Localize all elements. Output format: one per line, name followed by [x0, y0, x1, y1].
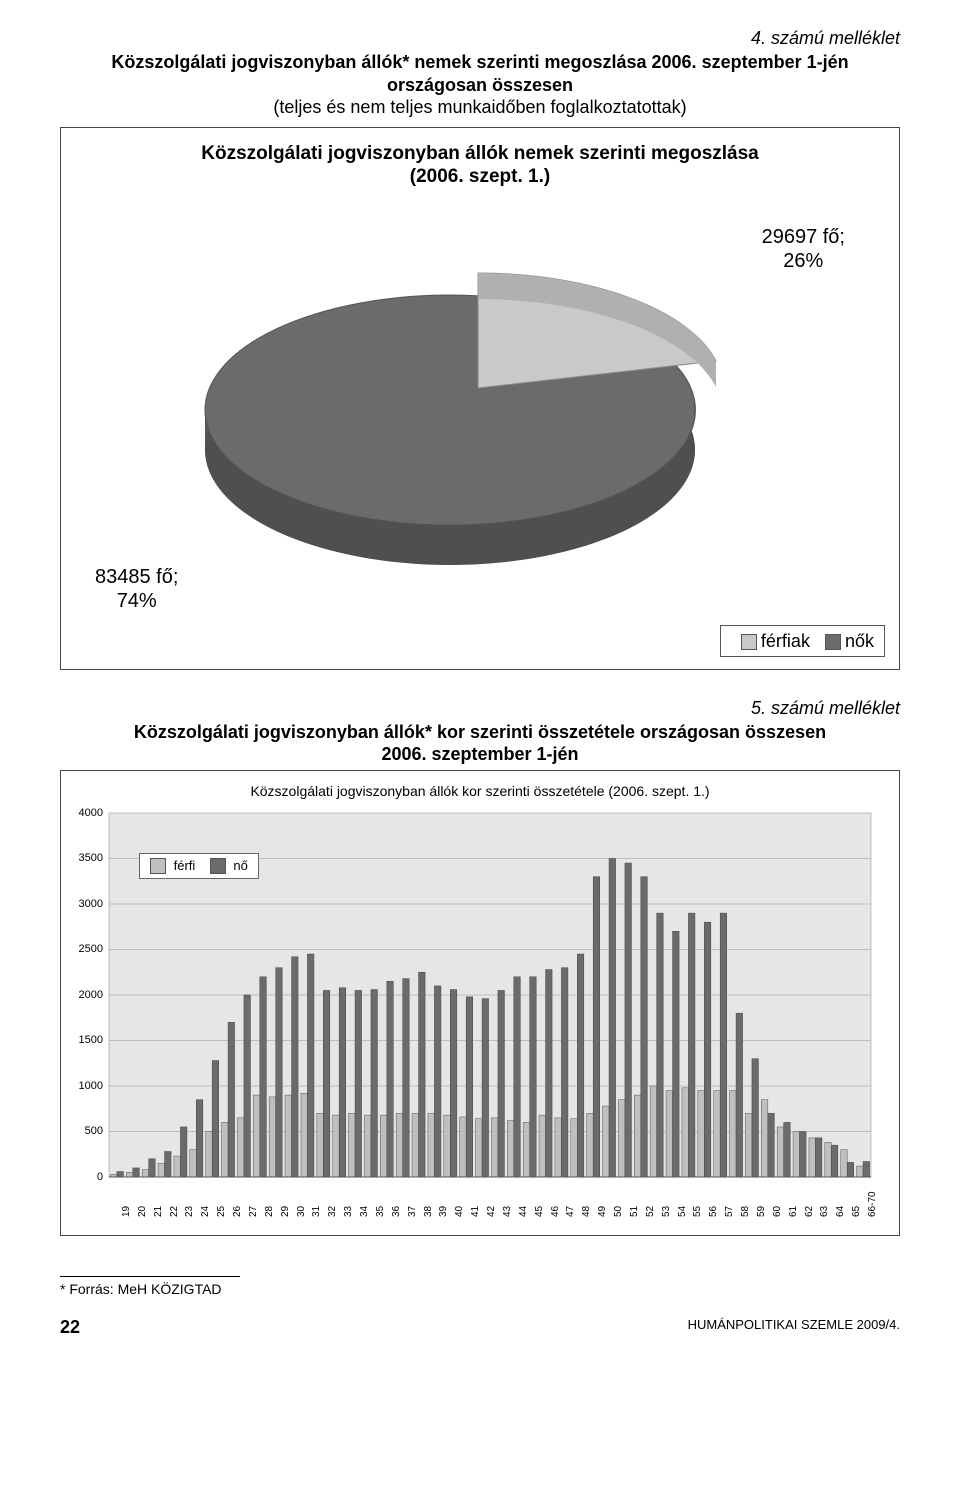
- y-tick-label: 3000: [69, 898, 103, 910]
- x-tick-label: 49: [597, 1206, 608, 1217]
- x-tick-label: 20: [137, 1206, 148, 1217]
- y-tick-label: 3500: [69, 852, 103, 864]
- y-tick-label: 0: [69, 1171, 103, 1183]
- x-tick-label: 56: [708, 1206, 719, 1217]
- pie-slice1-l1: 29697 fő;: [762, 226, 845, 248]
- page-number: 22: [60, 1317, 80, 1338]
- bar-chart-frame: Közszolgálati jogviszonyban állók kor sz…: [60, 770, 900, 1236]
- footer: 22 HUMÁNPOLITIKAI SZEMLE 2009/4.: [60, 1317, 900, 1338]
- x-tick-label: 60: [772, 1206, 783, 1217]
- x-tick-label: 21: [153, 1206, 164, 1217]
- x-tick-label: 59: [756, 1206, 767, 1217]
- x-tick-label: 23: [184, 1206, 195, 1217]
- x-tick-label: 44: [518, 1206, 529, 1217]
- pie-slice1-l2: 26%: [783, 250, 823, 272]
- page: 4. számú melléklet Közszolgálati jogvisz…: [0, 0, 960, 1348]
- x-tick-label: 34: [359, 1206, 370, 1217]
- x-tick-label: 42: [486, 1206, 497, 1217]
- x-tick-label: 47: [565, 1206, 576, 1217]
- footnote-source: * Forrás: MeH KÖZIGTAD: [60, 1276, 240, 1297]
- bar-legend: férfi nő: [139, 853, 259, 880]
- heading-2-line1: Közszolgálati jogviszonyban állók* kor s…: [60, 721, 900, 744]
- x-tick-label: 43: [502, 1206, 513, 1217]
- x-tick-label: 30: [296, 1206, 307, 1217]
- x-tick-label: 31: [311, 1206, 322, 1217]
- x-tick-label: 29: [280, 1206, 291, 1217]
- pie-slice2-l2: 74%: [117, 590, 157, 612]
- pie-legend-row: férfiak nők: [75, 625, 885, 657]
- pie-slice2-label: 83485 fő; 74%: [95, 565, 178, 613]
- heading-1-sub: (teljes és nem teljes munkaidőben foglal…: [60, 96, 900, 119]
- pie-title-line1: Közszolgálati jogviszonyban állók nemek …: [201, 143, 759, 164]
- annex-label-2: 5. számú melléklet: [60, 698, 900, 719]
- x-tick-label: 40: [454, 1206, 465, 1217]
- x-tick-label: 61: [788, 1206, 799, 1217]
- x-tick-label: 38: [423, 1206, 434, 1217]
- x-axis-labels: 19 20 21 22 23 24 25 26 27 28 29 30 31 32 33 34 35 36 37 38…: [109, 1185, 871, 1229]
- x-tick-label: 35: [375, 1206, 386, 1217]
- y-tick-label: 500: [69, 1125, 103, 1137]
- legend-label-nok: nők: [845, 631, 874, 651]
- heading-1-line1: Közszolgálati jogviszonyban állók* nemek…: [60, 51, 900, 74]
- bar-legend-ferfi: férfi: [174, 858, 196, 873]
- annex-label-1: 4. számú melléklet: [60, 28, 900, 49]
- heading-2-line2: 2006. szeptember 1-jén: [60, 743, 900, 766]
- x-tick-label: 53: [661, 1206, 672, 1217]
- x-tick-label: 50: [613, 1206, 624, 1217]
- footer-publication: HUMÁNPOLITIKAI SZEMLE 2009/4.: [688, 1317, 900, 1338]
- legend-swatch-ferfiak: [741, 634, 757, 650]
- pie-chart-frame: Közszolgálati jogviszonyban állók nemek …: [60, 127, 900, 670]
- x-tick-label: 64: [835, 1206, 846, 1217]
- bar-legend-no: nő: [233, 858, 247, 873]
- x-tick-label: 27: [248, 1206, 259, 1217]
- x-tick-label: 51: [629, 1206, 640, 1217]
- y-tick-label: 4000: [69, 807, 103, 819]
- legend-swatch-nok: [825, 634, 841, 650]
- x-tick-label: 22: [169, 1206, 180, 1217]
- pie-chart-title: Közszolgálati jogviszonyban állók nemek …: [75, 142, 885, 190]
- x-tick-label: 19: [121, 1206, 132, 1217]
- legend-swatch-no: [210, 858, 226, 874]
- bar-chart-area: 0 500 1000 1500 2000 2500 3000 3500 4000 férfi n…: [69, 805, 891, 1185]
- legend-label-ferfiak: férfiak: [761, 631, 810, 651]
- x-tick-label: 36: [391, 1206, 402, 1217]
- legend-item-nok: nők: [825, 631, 874, 652]
- pie-chart-area: 29697 fő; 26% 83485 fő; 74%: [75, 195, 885, 625]
- pie-title-line2: (2006. szept. 1.): [410, 166, 550, 187]
- x-tick-label: 63: [819, 1206, 830, 1217]
- y-tick-label: 2500: [69, 943, 103, 955]
- pie-slice1-label: 29697 fő; 26%: [762, 225, 845, 273]
- y-tick-label: 1500: [69, 1034, 103, 1046]
- x-tick-label: 37: [407, 1206, 418, 1217]
- x-tick-label: 62: [804, 1206, 815, 1217]
- y-tick-label: 1000: [69, 1080, 103, 1092]
- x-tick-label: 48: [581, 1206, 592, 1217]
- pie-legend: férfiak nők: [720, 625, 885, 657]
- x-tick-label: 58: [740, 1206, 751, 1217]
- legend-swatch-ferfi: [150, 858, 166, 874]
- x-tick-label: 65: [851, 1206, 862, 1217]
- x-tick-label: 33: [343, 1206, 354, 1217]
- x-tick-label: 32: [327, 1206, 338, 1217]
- bar-chart-title: Közszolgálati jogviszonyban állók kor sz…: [69, 783, 891, 799]
- pie-svg: [90, 195, 870, 595]
- pie-slice2-l1: 83485 fő;: [95, 566, 178, 588]
- x-tick-label: 66-70: [867, 1191, 878, 1217]
- x-tick-label: 25: [216, 1206, 227, 1217]
- y-tick-label: 2000: [69, 989, 103, 1001]
- x-tick-label: 52: [645, 1206, 656, 1217]
- heading-1-line2: országosan összesen: [60, 74, 900, 97]
- x-tick-label: 45: [534, 1206, 545, 1217]
- x-tick-label: 57: [724, 1206, 735, 1217]
- x-tick-label: 46: [550, 1206, 561, 1217]
- x-tick-label: 28: [264, 1206, 275, 1217]
- x-tick-label: 24: [200, 1206, 211, 1217]
- x-tick-label: 55: [692, 1206, 703, 1217]
- x-tick-label: 54: [677, 1206, 688, 1217]
- x-tick-label: 41: [470, 1206, 481, 1217]
- x-tick-label: 39: [438, 1206, 449, 1217]
- x-tick-label: 26: [232, 1206, 243, 1217]
- legend-item-ferfiak: férfiak: [741, 631, 810, 652]
